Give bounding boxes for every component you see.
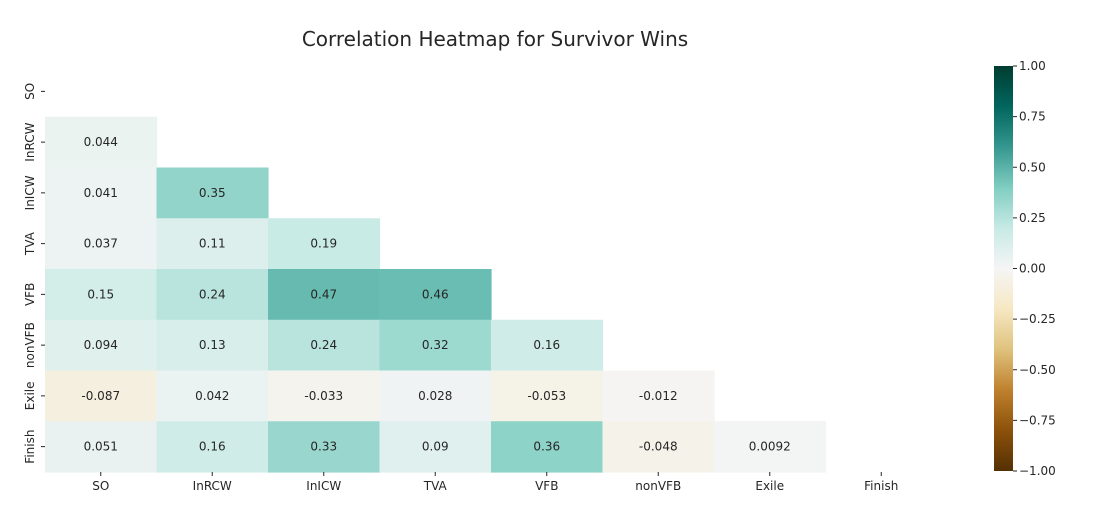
y-tick-label: InICW (23, 175, 37, 210)
x-tick-label: SO (92, 479, 109, 493)
cell-value-label: -0.087 (81, 389, 120, 403)
cell-value-label: -0.053 (527, 389, 566, 403)
colorbar-tick-label: 0.25 (1019, 211, 1046, 225)
y-tick-label: nonVFB (23, 322, 37, 368)
colorbar-tick-label: 0.75 (1019, 110, 1046, 124)
heatmap-cell (379, 269, 492, 321)
x-tick-label: VFB (535, 479, 558, 493)
cell-value-label: 0.11 (199, 237, 226, 251)
heatmap-cell (491, 370, 604, 422)
x-tick-label: InICW (306, 479, 341, 493)
cell-value-label: 0.35 (199, 186, 226, 200)
x-tick-label: TVA (423, 479, 448, 493)
cell-value-label: 0.037 (84, 237, 118, 251)
heatmap-cell (379, 370, 492, 422)
heatmap-cell (379, 319, 492, 372)
cell-value-label: 0.36 (533, 440, 560, 454)
cell-value-label: 0.16 (533, 338, 560, 352)
heatmap-cell (268, 319, 381, 372)
heatmap-cell (491, 421, 604, 473)
cell-value-label: 0.028 (418, 389, 452, 403)
heatmap-cell (45, 269, 158, 321)
cell-value-label: -0.012 (639, 389, 678, 403)
colorbar-tick-label: 0.50 (1019, 160, 1046, 174)
colorbar-tick-label: −1.00 (1019, 464, 1056, 478)
heatmap-cell (156, 167, 269, 219)
cell-value-label: 0.24 (199, 287, 226, 301)
heatmap-cell (268, 370, 381, 422)
x-tick-label: nonVFB (635, 479, 681, 493)
colorbar-tick-label: −0.25 (1019, 312, 1056, 326)
heatmap-cell (156, 421, 269, 473)
y-tick-label: Finish (23, 430, 37, 464)
colorbar-tick-label: 0.00 (1019, 262, 1046, 276)
heatmap-cell (714, 421, 827, 473)
heatmap-cell (268, 269, 381, 321)
heatmap-cell (45, 319, 158, 372)
colorbar-gradient (994, 66, 1013, 471)
cell-value-label: 0.24 (310, 338, 337, 352)
cell-value-label: 0.19 (310, 237, 337, 251)
cell-value-label: 0.051 (84, 440, 118, 454)
heatmap-cell (45, 167, 158, 219)
heatmap-cell (45, 218, 158, 270)
x-tick-label: Exile (755, 479, 784, 493)
cell-value-label: 0.041 (84, 186, 118, 200)
cell-value-label: -0.033 (304, 389, 343, 403)
cell-value-label: 0.46 (422, 287, 449, 301)
cell-value-label: 0.094 (84, 338, 118, 352)
y-tick-label: SO (23, 83, 37, 100)
x-axis: SO InRCW InICW TVA VFB nonVFB Exile Finish (92, 472, 898, 493)
heatmap-cell (379, 421, 492, 473)
cell-value-label: 0.32 (422, 338, 449, 352)
heatmap-cell (45, 370, 158, 422)
colorbar: 1.00 0.75 0.50 0.25 0.00 −0.25 −0.50 −0.75 −1.00 (994, 59, 1056, 478)
heatmap-cell (268, 218, 381, 270)
x-tick-label: Finish (864, 479, 898, 493)
cell-value-label: 0.044 (84, 135, 118, 149)
heatmap-cell (602, 370, 715, 422)
heatmap-cell (45, 421, 158, 473)
colorbar-tick-label: −0.75 (1019, 413, 1056, 427)
cell-value-label: 0.042 (195, 389, 229, 403)
chart-title: Correlation Heatmap for Survivor Wins (302, 27, 688, 51)
heatmap-cells: 0.044 0.041 0.35 0.037 0.11 0.19 0.15 0.24 0.47 0… (45, 116, 827, 473)
cell-value-label: 0.15 (87, 287, 114, 301)
y-tick-label: VFB (23, 283, 37, 306)
cell-value-label: 0.33 (310, 440, 337, 454)
heatmap-cell (156, 370, 269, 422)
colorbar-tick-label: −0.50 (1019, 363, 1056, 377)
y-tick-label: InRCW (23, 122, 37, 161)
y-axis: SO InRCW InICW TVA VFB nonVFB Exile Finish (23, 83, 45, 464)
cell-value-label: 0.47 (310, 287, 337, 301)
y-tick-label: Exile (23, 382, 37, 411)
heatmap-cell (602, 421, 715, 473)
heatmap-cell (156, 218, 269, 270)
heatmap-cell (156, 319, 269, 372)
heatmap-cell (45, 116, 158, 169)
x-tick-label: InRCW (193, 479, 232, 493)
heatmap-cell (268, 421, 381, 473)
cell-value-label: 0.16 (199, 440, 226, 454)
cell-value-label: 0.0092 (749, 440, 791, 454)
heatmap-cell (156, 269, 269, 321)
cell-value-label: 0.09 (422, 440, 449, 454)
colorbar-tick-label: 1.00 (1019, 59, 1046, 73)
cell-value-label: -0.048 (639, 440, 678, 454)
y-tick-label: TVA (23, 231, 37, 256)
cell-value-label: 0.13 (199, 338, 226, 352)
heatmap-cell (491, 319, 604, 372)
